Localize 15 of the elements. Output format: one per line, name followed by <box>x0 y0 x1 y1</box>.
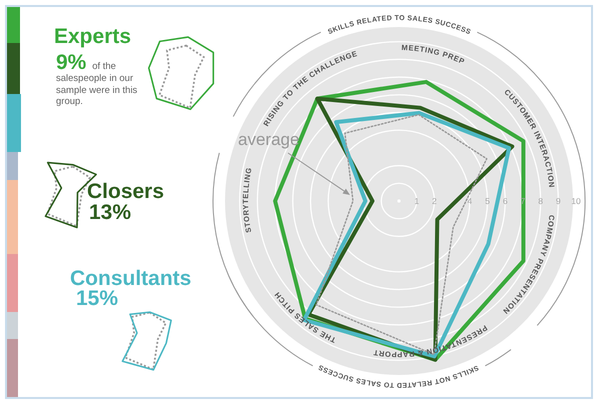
y-tick-label: 1 <box>414 196 420 206</box>
y-tick-label: 6 <box>502 196 508 206</box>
legend-label: Experts <box>54 25 132 48</box>
y-tick-label: 10 <box>571 196 581 206</box>
y-tick-label: 9 <box>556 196 561 206</box>
y-tick-label: 2 <box>432 196 438 206</box>
text: 9% of the salespeople in our sample were in this group. <box>56 51 138 107</box>
text: average <box>238 130 300 149</box>
y-tick-label: 5 <box>485 196 490 206</box>
text: Closers <box>87 180 164 203</box>
text: 13% <box>89 201 132 224</box>
y-tick-label: 4 <box>467 196 472 206</box>
y-tick-label: 8 <box>538 196 544 206</box>
text: Consultants <box>70 267 192 290</box>
text: 15% <box>76 287 118 310</box>
